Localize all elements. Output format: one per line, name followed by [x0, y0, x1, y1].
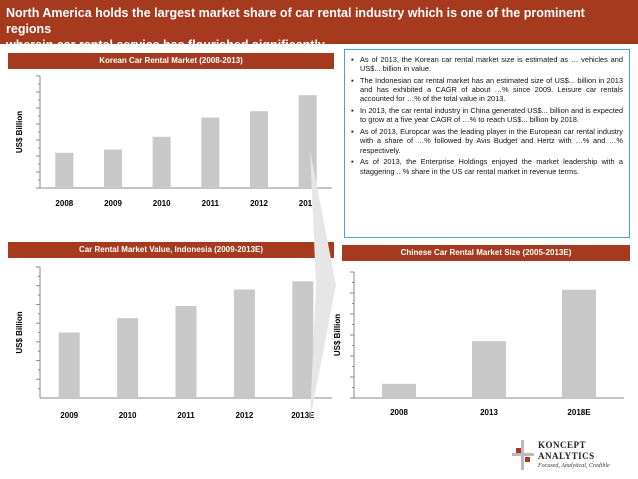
- korea-chart-title: Korean Car Rental Market (2008-2013): [8, 53, 334, 69]
- bar-2009: [58, 332, 80, 398]
- x-tick-label-2018E: 2018E: [567, 408, 591, 417]
- header-line-2: wherein car rental service has flourishe…: [6, 38, 328, 52]
- indonesia-chart-svg: US$ Billion 2009 2010 2011 2012 2013E: [15, 266, 332, 420]
- y-axis-label: US$ Billion: [15, 311, 24, 353]
- x-tick-label-2011: 2011: [177, 411, 195, 420]
- logo-tagline: Focused, Analytical, Credible: [538, 463, 610, 469]
- bullet-item: ▪ As of 2013, Europcar was the leading pl…: [351, 127, 623, 155]
- bullet-item: ▪ The Indonesian car rental market has an…: [351, 76, 623, 104]
- x-tick-label-2008: 2008: [390, 408, 408, 417]
- x-tick-label-2013: 2013: [299, 199, 317, 208]
- bar-2013E: [292, 281, 314, 398]
- indonesia-chart-title: Car Rental Market Value, Indonesia (2009…: [8, 242, 334, 258]
- x-tick-label-2010: 2010: [153, 199, 171, 208]
- y-axis-label: US$ Billion: [15, 111, 24, 153]
- korea-chart: US$ Billion 2008 2009 2010 2011 2012 2013: [8, 70, 338, 218]
- header-line-1: North America holds the largest market s…: [6, 6, 585, 36]
- x-tick-label-2009: 2009: [60, 411, 78, 420]
- bar-2013: [472, 341, 506, 398]
- y-axis-label: US$ Billion: [333, 314, 342, 356]
- bullet-square-icon: ▪: [351, 157, 354, 167]
- bar-2011: [175, 305, 197, 398]
- bar-2018E: [562, 289, 596, 398]
- bullet-square-icon: ▪: [351, 76, 354, 85]
- korea-chart-svg: US$ Billion 2008 2009 2010 2011 2012 2013: [15, 75, 332, 208]
- bullet-square-icon: ▪: [351, 106, 354, 116]
- x-tick-label-2008: 2008: [55, 199, 73, 208]
- indonesia-chart: US$ Billion 2009 2010 2011 2012 2013E: [8, 259, 338, 429]
- slide-header: North America holds the largest market s…: [0, 0, 638, 52]
- bullet-item: ▪ As of 2013, the Enterprise Holdings enj…: [351, 157, 623, 176]
- x-tick-label-2010: 2010: [119, 411, 137, 420]
- x-tick-label-2012: 2012: [250, 199, 268, 208]
- x-tick-label-2013E: 2013E: [291, 411, 315, 420]
- logo-mark-icon: [512, 440, 534, 470]
- x-tick-label-2013: 2013: [480, 408, 498, 417]
- x-tick-label-2012: 2012: [236, 411, 254, 420]
- logo-name-2: ANALYTICS: [538, 451, 595, 461]
- bar-2008: [382, 383, 416, 398]
- chevron-arrow-icon: [310, 150, 340, 425]
- bullet-item: ▪ As of 2013, the Korean car rental marke…: [351, 55, 623, 74]
- bullet-square-icon: ▪: [351, 127, 354, 137]
- china-chart-title: Chinese Car Rental Market Size (2005-201…: [342, 245, 630, 261]
- bar-2012: [250, 111, 268, 188]
- bar-2011: [201, 117, 220, 188]
- bullet-square-icon: ▪: [351, 55, 354, 64]
- china-chart-svg: US$ Billion 2008 2013 2018E: [333, 271, 624, 417]
- logo-name-1: KONCEPT: [538, 440, 587, 450]
- x-tick-label-2011: 2011: [202, 199, 220, 208]
- bullet-item: ▪ In 2013, the car rental industry in Chi…: [351, 106, 623, 125]
- key-findings-box: ▪ As of 2013, the Korean car rental marke…: [344, 49, 630, 238]
- bar-2010: [117, 318, 139, 398]
- bar-2008: [55, 152, 74, 188]
- koncept-analytics-logo: KONCEPT ANALYTICS Focused, Analytical, C…: [512, 438, 632, 474]
- china-chart: US$ Billion 2008 2013 2018E: [330, 262, 630, 430]
- bar-2010: [152, 136, 171, 188]
- bar-2012: [233, 289, 255, 398]
- bar-2009: [104, 149, 122, 188]
- x-tick-label-2009: 2009: [104, 199, 122, 208]
